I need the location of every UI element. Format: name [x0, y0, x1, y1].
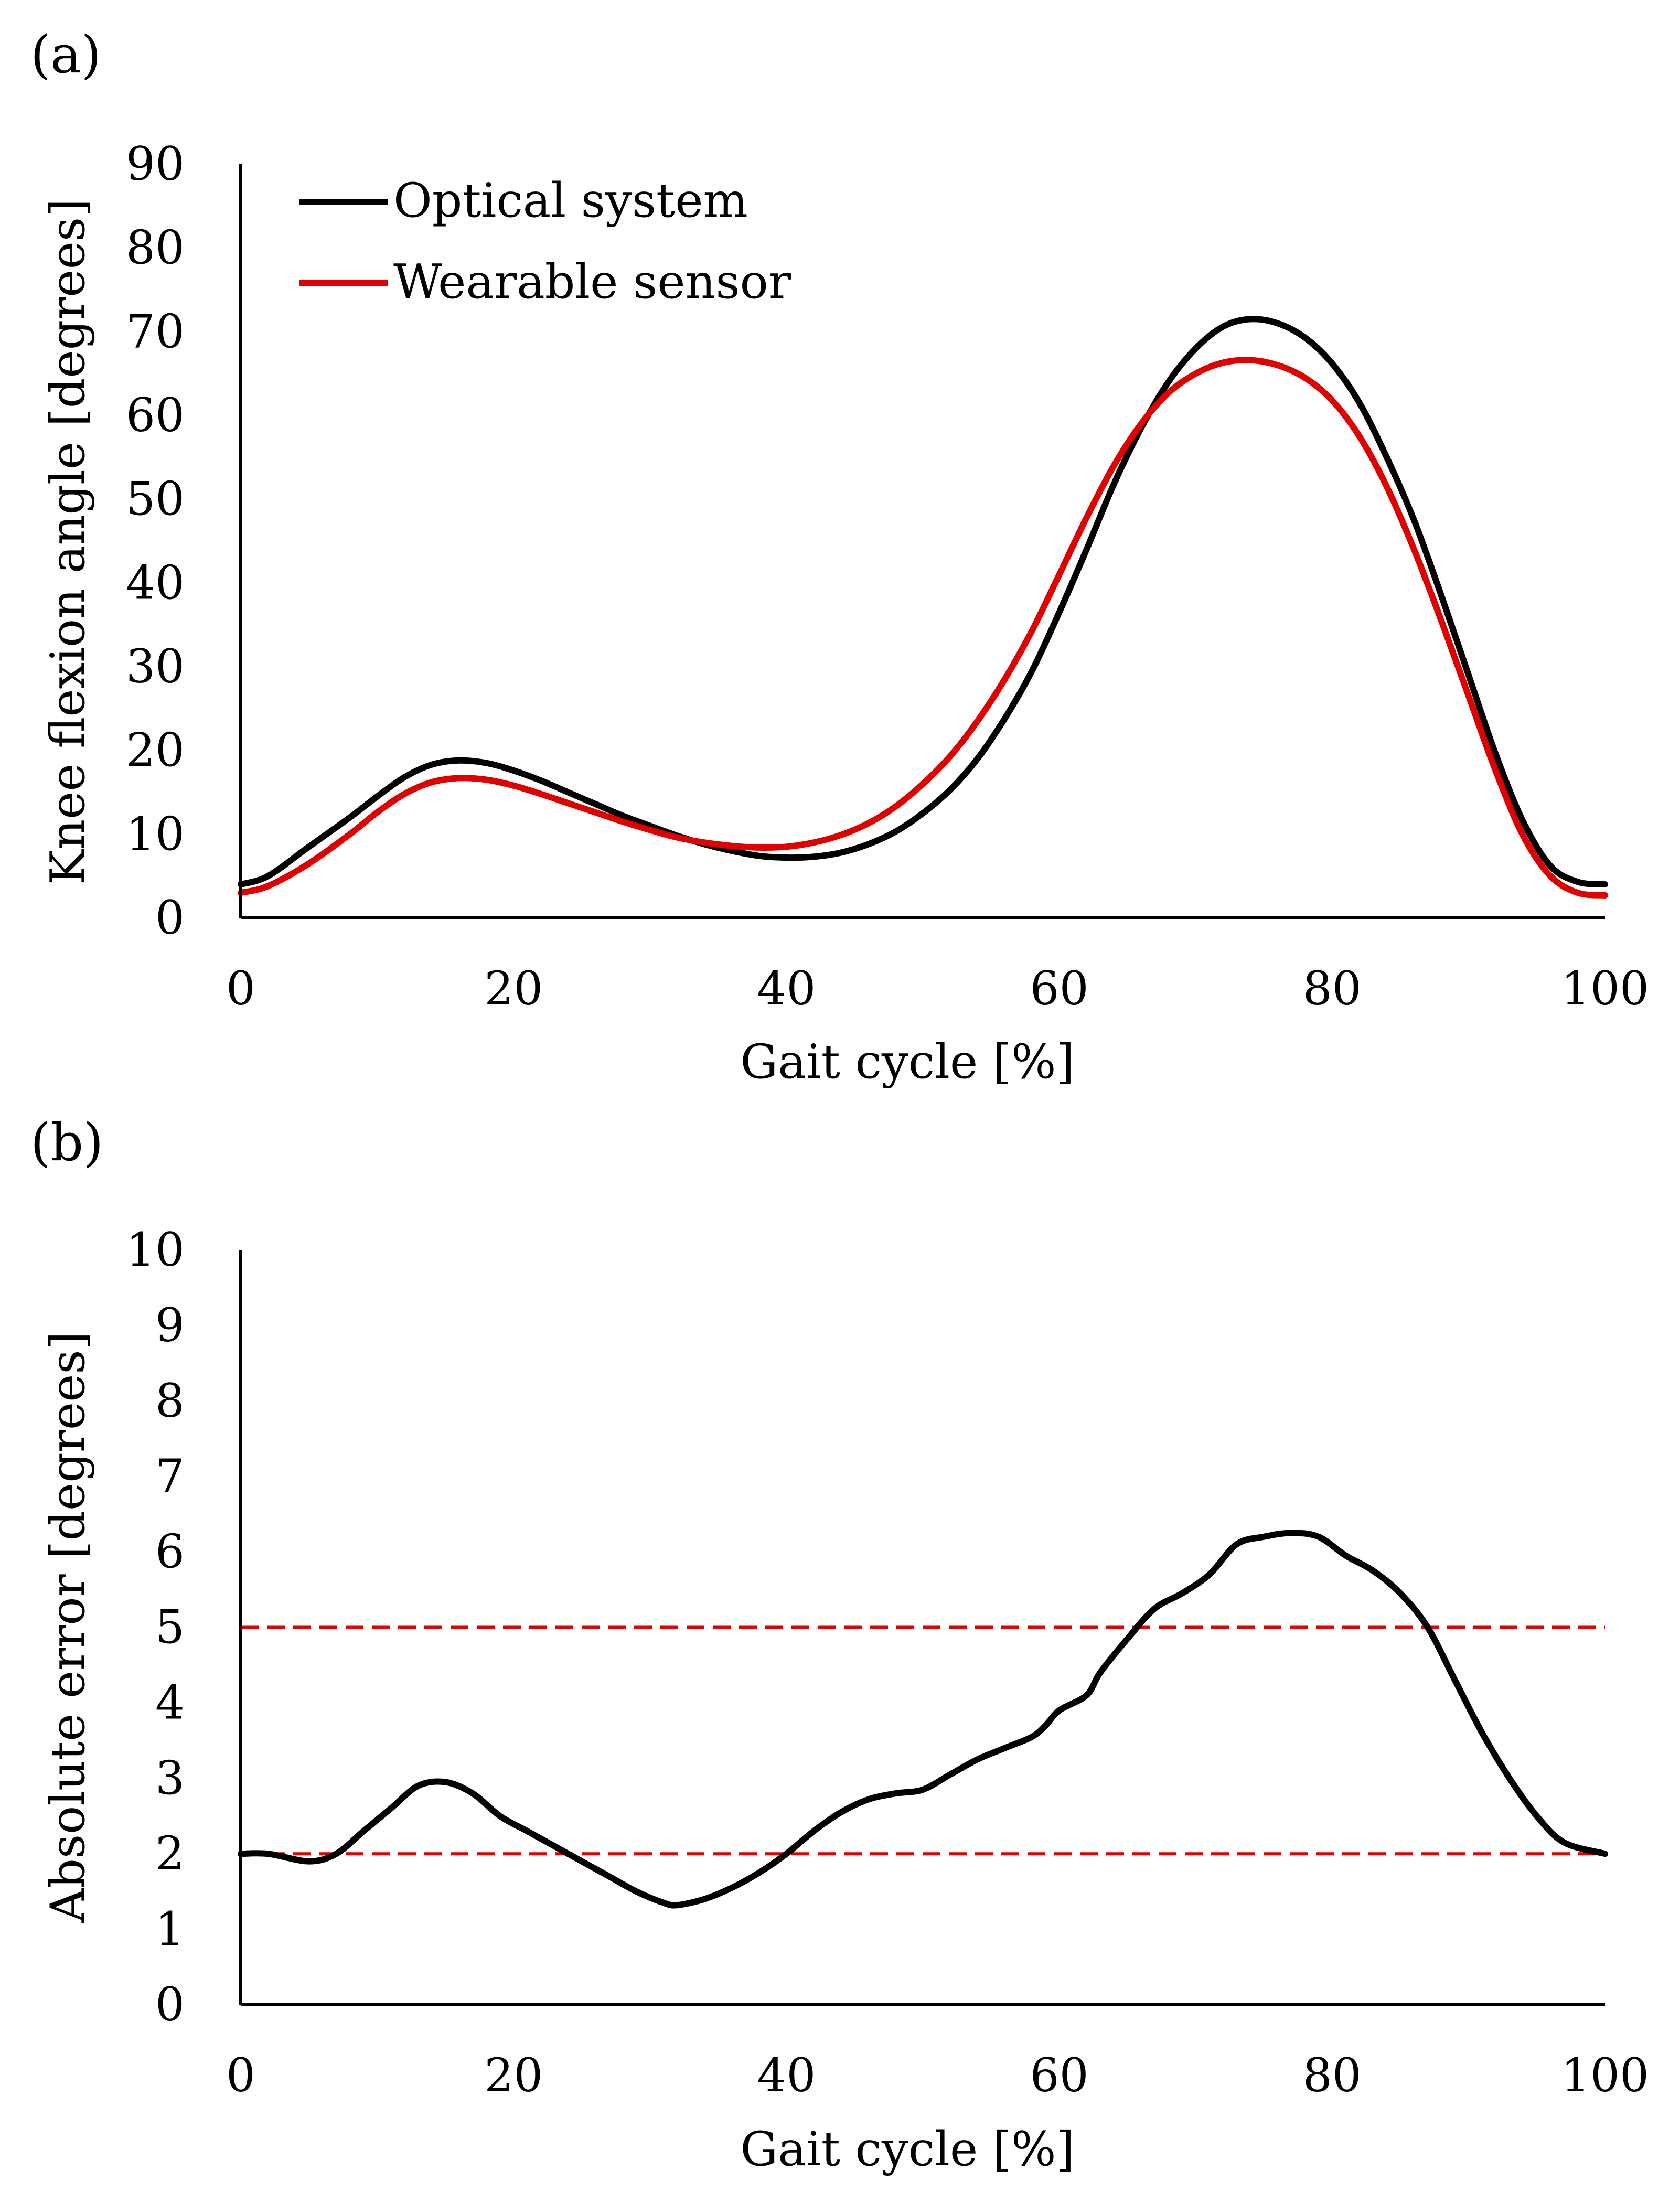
- panel-b-y-tick-label: 7: [155, 1449, 185, 1503]
- panel-a-x-tick-label: 40: [757, 961, 816, 1015]
- panel-b-y-tick-label: 4: [155, 1675, 185, 1729]
- panel-a-y-tick-label: 10: [126, 807, 185, 861]
- panel-b-y-tick-label: 6: [155, 1525, 185, 1579]
- panel-b-x-tick-label: 60: [1030, 2048, 1089, 2102]
- panel-b-y-tick-labels: 0 1 2 3 4 5 6 7 8 9 10: [126, 1223, 185, 2031]
- panel-b-x-tick-label: 80: [1303, 2048, 1362, 2102]
- panel-a-x-tick-label: 60: [1030, 961, 1089, 1015]
- panel-a-y-tick-label: 30: [126, 639, 185, 693]
- panel-a-y-tick-label: 60: [126, 388, 185, 442]
- panel-b-series-line-error: [238, 1530, 1608, 1909]
- legend-label-wearable-sensor: Wearable sensor: [393, 254, 791, 309]
- panel-b-y-axis-label: Absolute error [degrees]: [40, 1331, 95, 1923]
- panel-a-label: (a): [30, 25, 101, 85]
- panel-a-y-tick-label: 20: [126, 723, 185, 777]
- panel-a-x-tick-labels: 0 20 40 60 80 100: [226, 961, 1649, 1015]
- panel-b-y-tick-label: 2: [155, 1826, 185, 1880]
- panel-b-label: (b): [30, 1113, 103, 1173]
- panel-b: (b) 0 1 2 3 4 5 6 7 8 9 10 0 20 40 60 80 100 Gait cycle…: [30, 1113, 1649, 2177]
- panel-b-x-tick-label: 20: [484, 2048, 543, 2102]
- panel-a-y-tick-label: 90: [126, 137, 185, 191]
- panel-b-x-tick-label: 0: [226, 2048, 255, 2102]
- panel-a-x-tick-label: 20: [484, 961, 543, 1015]
- panel-a-y-axis-label: Knee flexion angle [degrees]: [40, 199, 95, 885]
- panel-a-series-line-wearable-sensor: [238, 357, 1608, 899]
- panel-b-y-tick-label: 10: [126, 1223, 185, 1277]
- panel-b-y-tick-label: 5: [155, 1600, 185, 1654]
- panel-b-y-tick-label: 9: [155, 1298, 185, 1352]
- panel-a-x-tick-label: 80: [1303, 961, 1362, 1015]
- panel-b-y-tick-label: 1: [155, 1902, 185, 1956]
- panel-b-y-tick-label: 0: [155, 1977, 185, 2031]
- panel-a-y-tick-label: 50: [126, 472, 185, 526]
- panel-a-y-tick-labels: 0 10 20 30 40 50 60 70 80 90: [126, 137, 185, 945]
- panel-b-y-tick-label: 8: [155, 1374, 185, 1428]
- panel-b-plot-area: [238, 1530, 1608, 1909]
- panel-a-legend: Optical system Wearable sensor: [299, 173, 791, 309]
- panel-b-x-axis-label: Gait cycle [%]: [740, 2122, 1074, 2177]
- panel-a: (a) 0 10 20 30 40 50 60 70 80 90 0 20 40 60 80 100 Gai…: [30, 25, 1649, 1089]
- panel-a-x-tick-label: 100: [1561, 961, 1649, 1015]
- panel-a-x-tick-label: 0: [226, 961, 255, 1015]
- legend-label-optical-system: Optical system: [393, 173, 748, 228]
- panel-a-y-tick-label: 70: [126, 304, 185, 358]
- panel-a-series-line-optical-system: [238, 316, 1608, 888]
- panel-b-y-tick-label: 3: [155, 1751, 185, 1805]
- panel-a-x-axis-label: Gait cycle [%]: [740, 1034, 1074, 1089]
- panel-a-y-tick-label: 80: [126, 221, 185, 275]
- panel-b-x-tick-label: 40: [757, 2048, 816, 2102]
- panel-b-x-tick-label: 100: [1561, 2048, 1649, 2102]
- panel-b-x-tick-labels: 0 20 40 60 80 100: [226, 2048, 1649, 2102]
- panel-a-y-tick-label: 40: [126, 555, 185, 609]
- panel-a-plot-area: [238, 316, 1608, 899]
- panel-a-y-tick-label: 0: [155, 891, 185, 945]
